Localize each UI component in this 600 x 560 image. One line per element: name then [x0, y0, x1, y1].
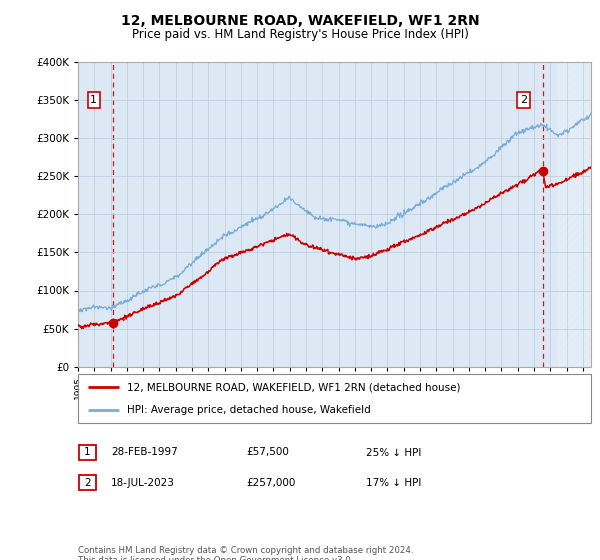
Text: 2: 2	[520, 95, 527, 105]
Text: 12, MELBOURNE ROAD, WAKEFIELD, WF1 2RN: 12, MELBOURNE ROAD, WAKEFIELD, WF1 2RN	[121, 14, 479, 28]
Text: 17% ↓ HPI: 17% ↓ HPI	[366, 478, 421, 488]
Text: £257,000: £257,000	[246, 478, 295, 488]
Text: 1: 1	[90, 95, 97, 105]
Text: 1: 1	[84, 447, 91, 458]
FancyBboxPatch shape	[78, 374, 591, 423]
Bar	[559, 62, 600, 367]
Text: 18-JUL-2023: 18-JUL-2023	[111, 478, 175, 488]
FancyBboxPatch shape	[79, 475, 96, 491]
Bar	[559, 62, 600, 367]
Text: Contains HM Land Registry data © Crown copyright and database right 2024.
This d: Contains HM Land Registry data © Crown c…	[78, 546, 413, 560]
Text: 25% ↓ HPI: 25% ↓ HPI	[366, 447, 421, 458]
Text: 2: 2	[84, 478, 91, 488]
Text: 12, MELBOURNE ROAD, WAKEFIELD, WF1 2RN (detached house): 12, MELBOURNE ROAD, WAKEFIELD, WF1 2RN (…	[127, 382, 460, 393]
Text: Price paid vs. HM Land Registry's House Price Index (HPI): Price paid vs. HM Land Registry's House …	[131, 28, 469, 41]
FancyBboxPatch shape	[79, 445, 96, 460]
Text: HPI: Average price, detached house, Wakefield: HPI: Average price, detached house, Wake…	[127, 405, 370, 416]
Text: 28-FEB-1997: 28-FEB-1997	[111, 447, 178, 458]
Text: £57,500: £57,500	[246, 447, 289, 458]
